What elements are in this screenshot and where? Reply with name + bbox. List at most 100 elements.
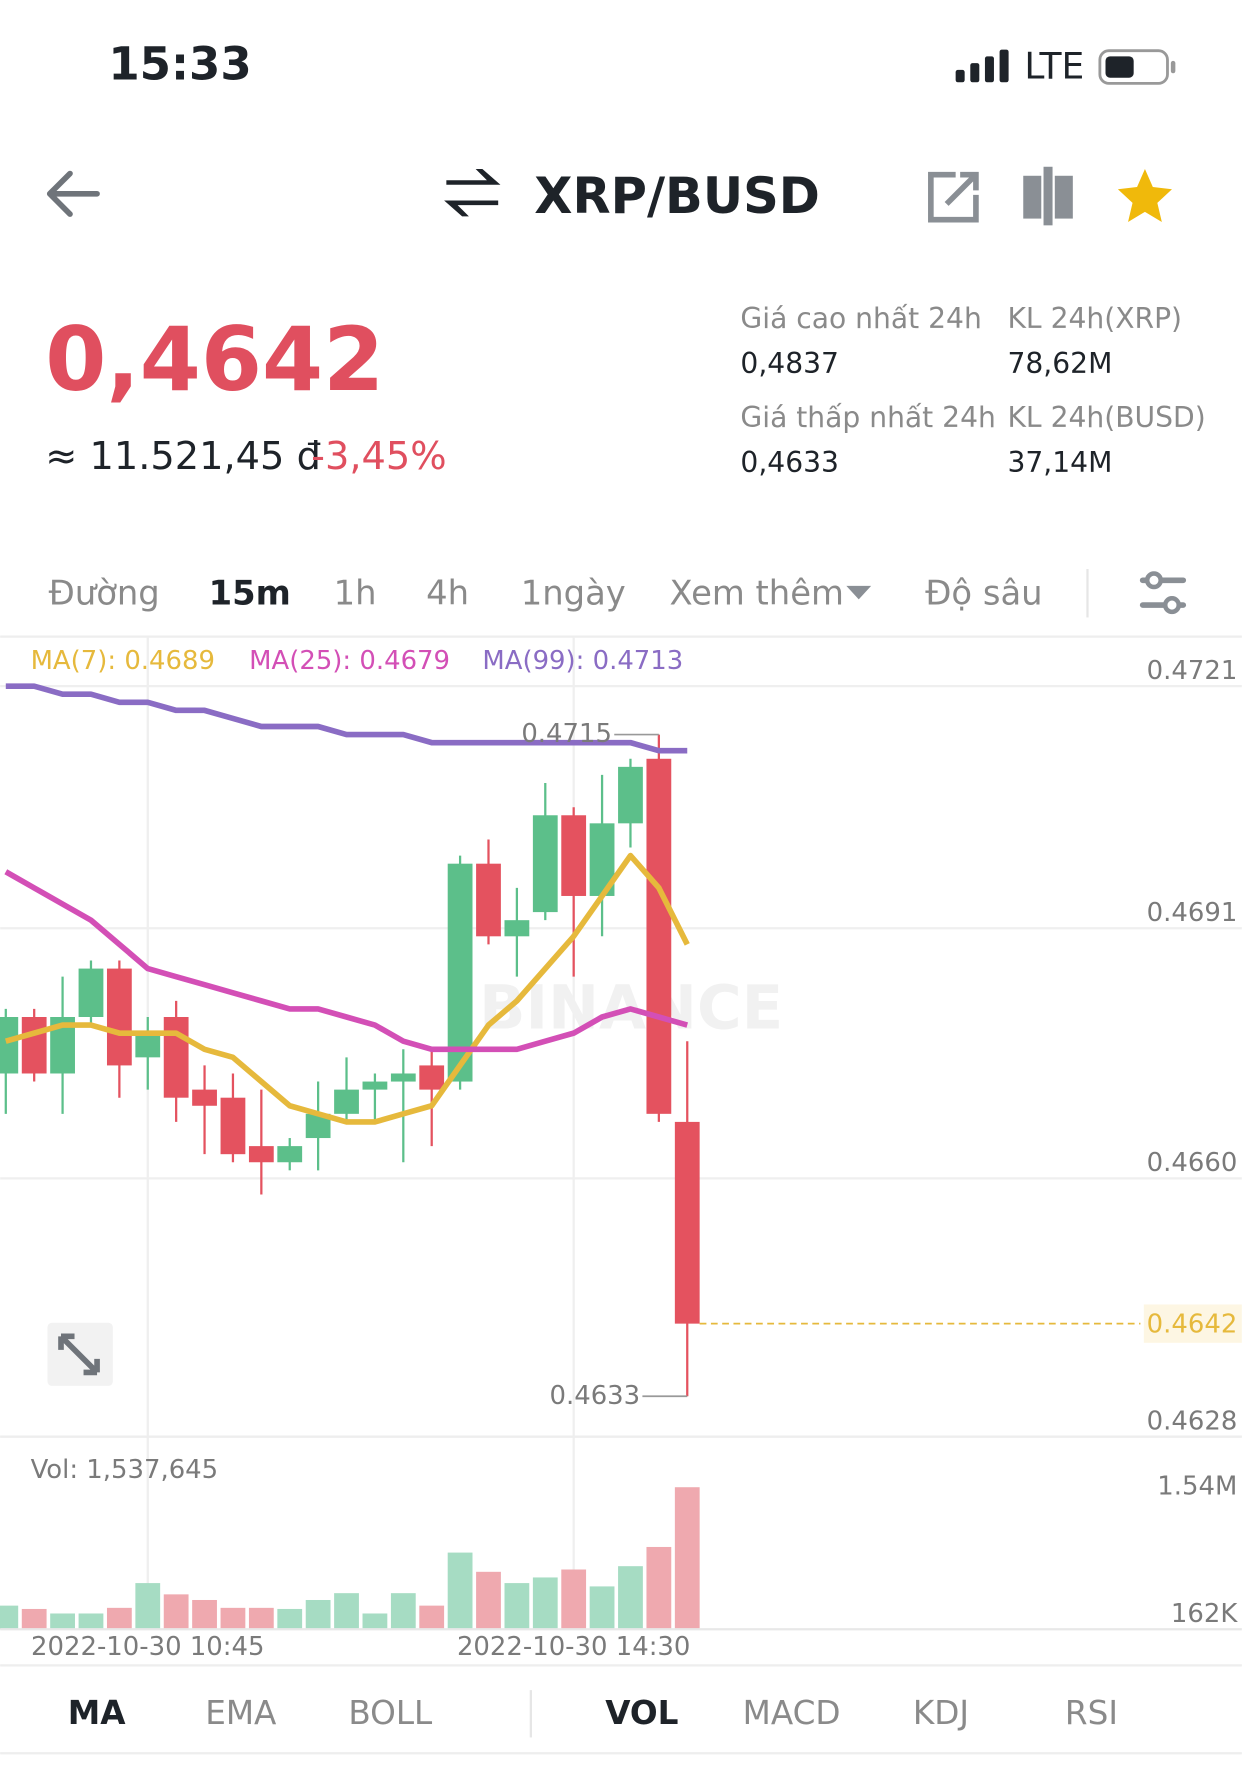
back-button[interactable] xyxy=(46,170,100,217)
volume-bar xyxy=(248,1607,274,1630)
timeframe-tab[interactable]: 1ngày xyxy=(521,573,626,612)
volume-bar xyxy=(532,1577,558,1630)
candle-body xyxy=(419,1065,445,1090)
candle-body xyxy=(78,968,104,1018)
stat-label: Giá thấp nhất 24h xyxy=(740,401,995,434)
timeframe-tab[interactable]: 4h xyxy=(426,573,469,612)
kline-chart: 2022-10-30 10:45 2022-10-30 14:30 0.4721 0.… xyxy=(0,636,1242,1662)
volume-bar xyxy=(277,1608,303,1630)
stat-label: KL 24h(BUSD) xyxy=(1007,401,1205,434)
y-tick-label: 0.4691 xyxy=(1147,898,1238,928)
pair-title[interactable]: XRP/BUSD xyxy=(534,167,820,225)
network-label: LTE xyxy=(1024,46,1084,88)
y-tick-label: 1.54M xyxy=(1157,1471,1237,1501)
current-price-label: 0.4642 xyxy=(1147,1309,1238,1339)
ma-line xyxy=(5,683,688,754)
candle-body xyxy=(674,1121,700,1324)
fiat-price: ≈ 11.521,45 đ xyxy=(45,434,321,479)
volume-bar xyxy=(192,1599,217,1630)
volume-bar xyxy=(419,1605,445,1630)
candle-body xyxy=(334,1089,359,1114)
volume-bar xyxy=(362,1613,388,1630)
dropdown-arrow xyxy=(846,585,872,600)
favorite-star[interactable] xyxy=(1117,169,1172,222)
candle-body xyxy=(504,920,530,937)
x-tick-label: 2022-10-30 14:30 xyxy=(457,1632,690,1662)
candle-body xyxy=(646,758,672,1114)
swap-icon[interactable] xyxy=(444,169,501,217)
stat-label: KL 24h(XRP) xyxy=(1007,302,1182,335)
indicator-tab[interactable]: MA xyxy=(68,1694,126,1732)
timeframe-tab[interactable]: 1h xyxy=(334,573,377,612)
volume-bar xyxy=(0,1605,19,1630)
y-tick-label: 0.4628 xyxy=(1147,1406,1238,1436)
timeframe-tab[interactable]: 15m xyxy=(209,573,291,612)
volume-bar xyxy=(220,1607,246,1630)
candle-body xyxy=(21,1017,47,1074)
volume-bar xyxy=(135,1583,161,1630)
candle-body xyxy=(192,1089,217,1106)
volume-bar xyxy=(561,1569,587,1630)
volume-bar xyxy=(674,1487,700,1630)
ma-line xyxy=(4,869,689,1053)
candle-body xyxy=(106,968,132,1066)
candle-body xyxy=(135,1033,161,1058)
candle-body xyxy=(362,1081,388,1090)
volume-title: Vol: 1,537,645 xyxy=(31,1455,219,1485)
status-time: 15:33 xyxy=(108,38,251,91)
volume-bar xyxy=(447,1552,473,1630)
annotation-label: 0.4633 xyxy=(549,1381,640,1411)
timeframe-tab[interactable]: Độ sâu xyxy=(925,573,1042,612)
volume-bar xyxy=(50,1613,75,1630)
volume-bar xyxy=(334,1593,359,1630)
candle-body xyxy=(618,766,643,824)
last-price: 0,4642 xyxy=(45,308,384,411)
indicator-tab[interactable]: VOL xyxy=(605,1694,678,1732)
candle-body xyxy=(277,1146,303,1163)
volume-bar xyxy=(305,1599,331,1630)
volume-bar xyxy=(504,1583,530,1630)
signal-icon xyxy=(955,49,1009,83)
volume-bar xyxy=(618,1566,643,1630)
stat-value: 78,62M xyxy=(1007,347,1112,380)
volume-bar xyxy=(21,1608,47,1630)
candle-body xyxy=(561,815,587,896)
stat-value: 0,4633 xyxy=(740,446,839,479)
legend-entry: MA(99): 0.4713 xyxy=(482,646,683,676)
volume-bar xyxy=(78,1613,104,1630)
annotation-label: 0.4715 xyxy=(521,719,612,749)
y-tick-label: 0.4660 xyxy=(1147,1148,1238,1178)
current-price-box xyxy=(1143,1304,1242,1343)
y-tick-label: 162K xyxy=(1171,1599,1238,1629)
candle-body xyxy=(163,1017,189,1098)
stat-value: 37,14M xyxy=(1007,446,1112,479)
candle-body xyxy=(0,1017,19,1074)
candle-body xyxy=(476,863,501,937)
candle-body xyxy=(447,863,473,1082)
timeframe-tab[interactable]: Xem thêm xyxy=(669,573,843,612)
indicator-tab[interactable]: KDJ xyxy=(913,1694,969,1732)
battery-icon xyxy=(1098,49,1176,85)
volume-bar xyxy=(476,1571,501,1630)
volume-bar xyxy=(646,1546,672,1630)
settings-icon[interactable] xyxy=(1139,571,1187,615)
volume-bar xyxy=(390,1593,416,1630)
volume-bar xyxy=(106,1607,132,1630)
timeframe-tab[interactable]: Đường xyxy=(49,573,160,612)
indicator-tab[interactable]: RSI xyxy=(1065,1694,1118,1732)
volume-bar xyxy=(589,1586,615,1630)
candle-body xyxy=(248,1146,274,1163)
x-tick-label: 2022-10-30 10:45 xyxy=(31,1632,264,1662)
indicator-tab[interactable]: EMA xyxy=(205,1694,277,1732)
expand-button[interactable] xyxy=(47,1322,113,1386)
candle-body xyxy=(390,1073,416,1082)
layout-icon[interactable] xyxy=(1023,166,1073,226)
price-change: -3,45% xyxy=(311,434,446,479)
indicator-tab[interactable]: BOLL xyxy=(348,1694,433,1732)
candle-body xyxy=(532,815,558,913)
y-tick-label: 0.4721 xyxy=(1147,656,1238,686)
share-icon[interactable] xyxy=(928,171,979,223)
indicator-tab[interactable]: MACD xyxy=(743,1694,841,1732)
